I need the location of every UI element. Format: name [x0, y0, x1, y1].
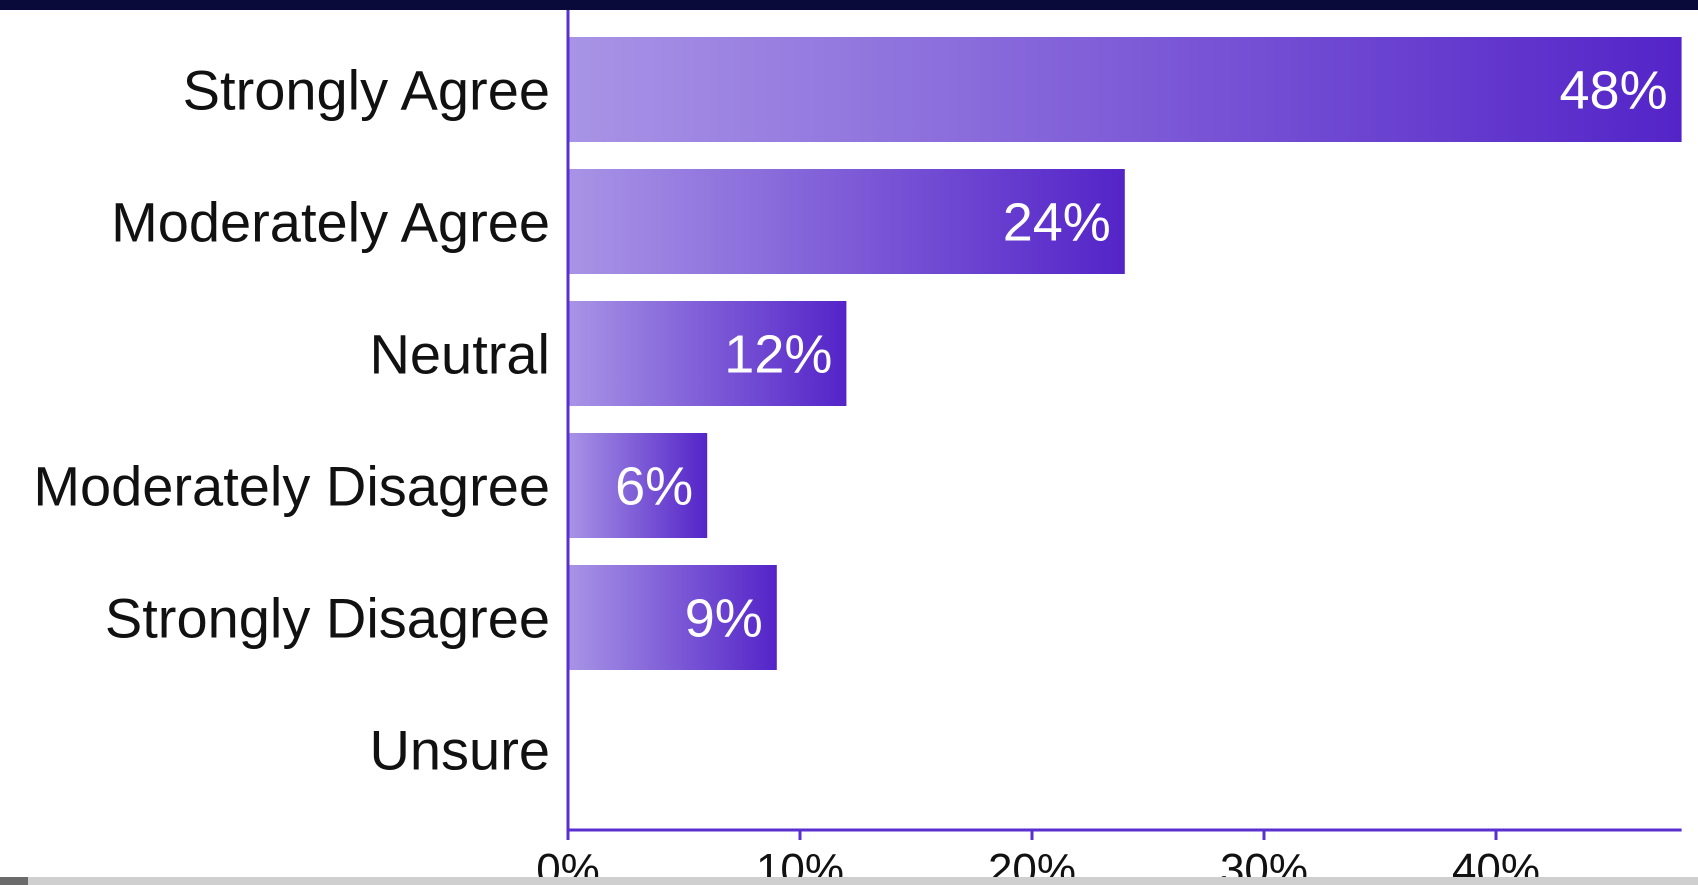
category-label-strongly-agree: Strongly Agree: [183, 59, 550, 122]
bar-moderately-agree: [568, 169, 1125, 274]
category-label-strongly-disagree: Strongly Disagree: [105, 587, 550, 650]
value-label-strongly-agree: 48%: [1560, 61, 1668, 121]
bar-neutral: [568, 301, 847, 406]
category-label-unsure: Unsure: [369, 719, 550, 782]
window-top-bar: [0, 0, 1698, 10]
value-label-strongly-disagree: 9%: [685, 589, 763, 649]
bar-strongly-disagree: [568, 565, 777, 670]
scrollbar-thumb[interactable]: [0, 877, 28, 885]
category-label-moderately-agree: Moderately Agree: [111, 191, 550, 254]
bar-strongly-agree: [568, 37, 1682, 142]
value-label-neutral: 12%: [724, 325, 832, 385]
value-label-moderately-agree: 24%: [1003, 193, 1111, 253]
value-label-moderately-disagree: 6%: [615, 457, 693, 517]
category-label-moderately-disagree: Moderately Disagree: [33, 455, 550, 518]
horizontal-scrollbar[interactable]: [0, 877, 1698, 885]
category-label-neutral: Neutral: [369, 323, 550, 386]
bar-moderately-disagree: [568, 433, 708, 538]
